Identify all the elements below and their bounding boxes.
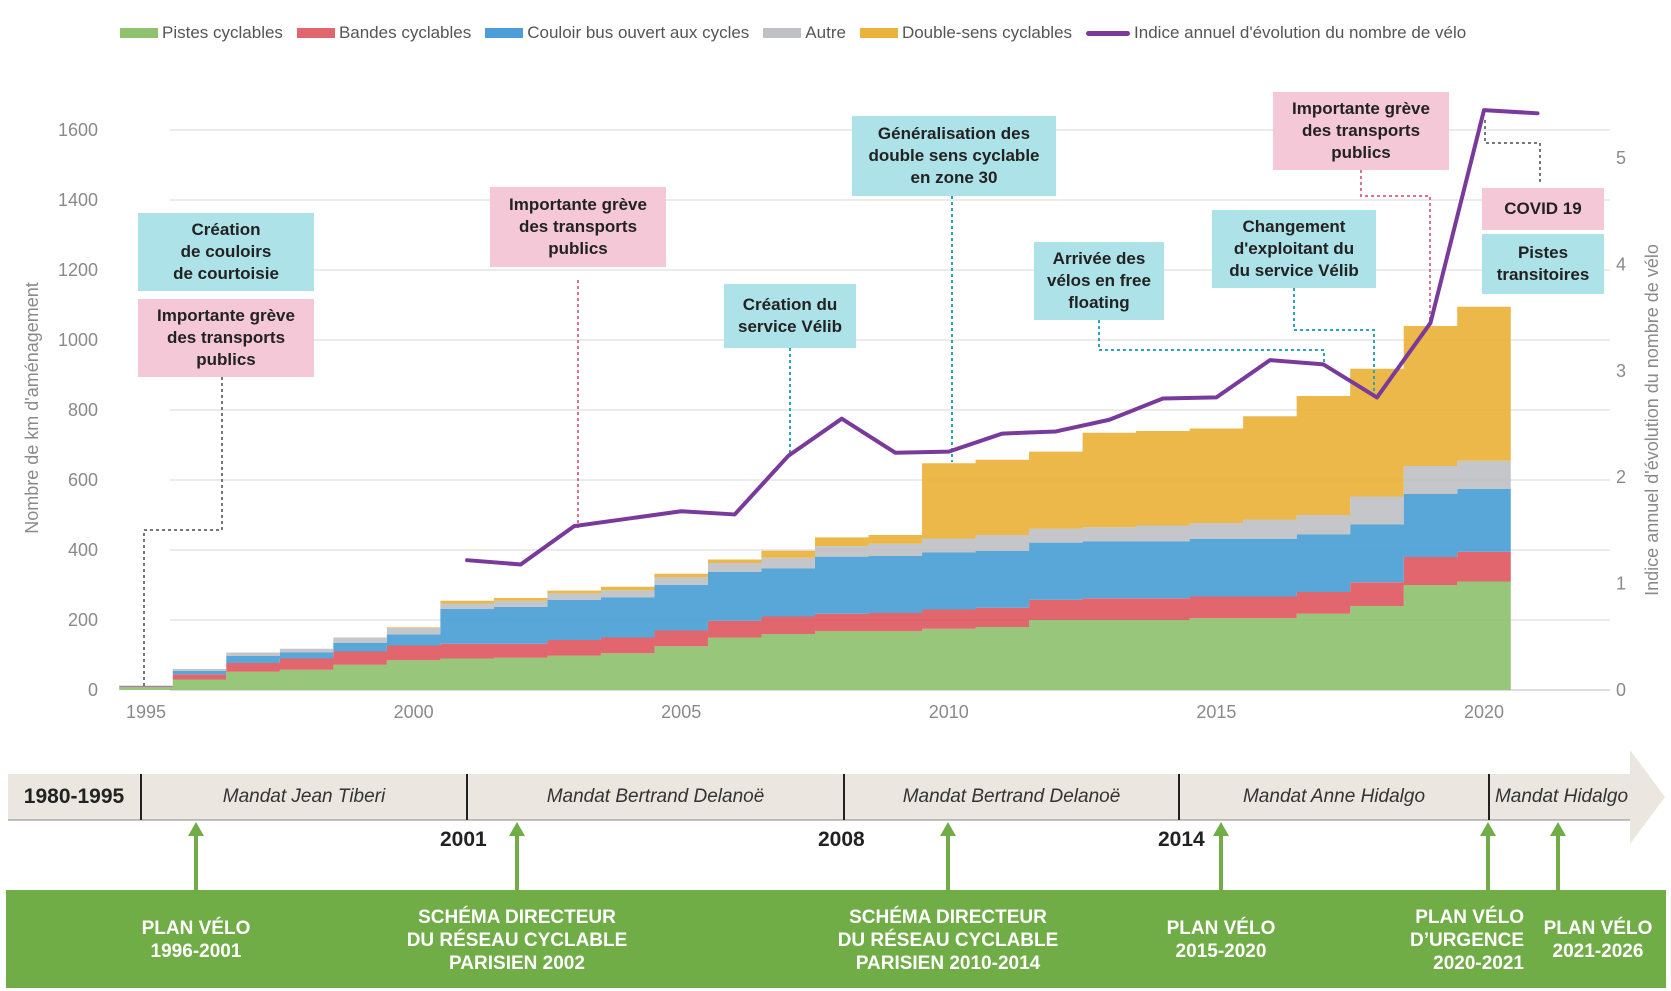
legend-item-pistes: Pistes cyclables [120,23,283,43]
legend-swatch-double [859,28,898,38]
y-tick-left-400: 400 [68,540,98,560]
y-tick-left-200: 200 [68,610,98,630]
y-tick-left-800: 800 [68,400,98,420]
annotation-greve-2003: Importante grève des transports publics [490,187,666,267]
plan-label-2015: PLAN VÉLO 2015-2020 [1166,918,1276,962]
legend-label-pistes: Pistes cyclables [162,23,283,42]
x-tick-2010: 2010 [929,702,969,722]
annotation-greve-1995: Importante grève des transports publics [138,299,314,377]
y-tick-left-1000: 1000 [58,330,98,350]
annotation-double-sens: Généralisation des double sens cyclable … [852,116,1056,196]
legend-swatch-autre [763,28,802,38]
x-tick-2000: 2000 [394,702,434,722]
y-tick-left-600: 600 [68,470,98,490]
legend-label-bandes: Bandes cyclables [338,23,472,42]
timeline-year-2008: 2008 [818,828,865,851]
legend-swatch-pistes [120,28,158,38]
plan-arrow-1996 [188,822,204,890]
mandate-delanoe-2: Mandat Bertrand Delanoë [902,786,1121,807]
area-double [119,306,1511,686]
annotation-leader-lines [143,120,1541,686]
timeline-year-2014: 2014 [1158,828,1205,851]
indice-line-layer [465,108,1540,567]
y-tick-right-1: 1 [1616,574,1626,594]
plan-band [6,890,1666,988]
plan-arrow-2002 [509,822,525,890]
legend-item-couloir: Couloir bus ouvert aux cycles [485,23,749,43]
axes: Nombre de km d'aménagement Indice annuel… [22,120,1662,722]
y-axis-left-title: Nombre de km d'aménagement [22,282,42,534]
legend-item-double: Double-sens cyclables [859,23,1073,43]
leader-greve-2019 [1360,170,1431,320]
mandate-hidalgo-2: Mandat Hidalgo [1494,786,1629,807]
y-tick-right-3: 3 [1616,361,1626,381]
plan-arrow-2010 [940,822,956,890]
legend-item-autre: Autre [763,23,846,43]
timeline-arrow [8,750,1665,844]
leader-free-floating [1098,320,1325,362]
plan-arrow-2015 [1213,822,1229,890]
y-tick-right-0: 0 [1616,680,1626,700]
area-pistes [119,581,1511,690]
plan-arrow-2021 [1550,822,1566,890]
annotation-greve-2019: Importante grève des transports publics [1273,92,1449,170]
plan-label-2020: PLAN VÉLO D’URGENCE 2020-2021 [1409,906,1524,974]
annotation-covid: COVID 19 [1482,188,1604,230]
annotation-pistes-transitoires: Pistes transitoires [1482,234,1604,294]
legend-label-autre: Autre [805,23,846,42]
mandate-tiberi: Mandat Jean Tiberi [222,786,386,807]
legend-label-indice: Indice annuel d'évolution du nombre de v… [1134,23,1467,42]
timeline-lead-label: 1980-1995 [23,785,125,808]
y-tick-right-4: 4 [1616,254,1626,274]
y-tick-left-1600: 1600 [58,120,98,140]
leader-changement [1293,288,1375,395]
area-couloir [119,488,1511,687]
legend-swatch-indice [1086,30,1131,36]
y-tick-left-1200: 1200 [58,260,98,280]
stacked-areas [119,306,1511,690]
plan-label-2002: SCHÉMA DIRECTEUR DU RÉSEAU CYCLABLE PARI… [406,906,628,974]
x-tick-2005: 2005 [661,702,701,722]
y-tick-left-0: 0 [88,680,98,700]
annotation-changement: Changement d'exploitant du du service Vé… [1212,210,1376,288]
legend-item-bandes: Bandes cyclables [296,23,472,43]
y-tick-right-5: 5 [1616,148,1626,168]
legend-swatch-couloir [485,28,524,38]
x-tick-2015: 2015 [1196,702,1236,722]
mandate-timeline [8,750,1665,844]
legend-item-indice: Indice annuel d'évolution du nombre de v… [1086,23,1466,43]
leader-courtoisie [143,377,223,686]
mandate-hidalgo-1: Mandat Anne Hidalgo [1242,786,1426,807]
x-tick-1995: 1995 [126,702,166,722]
annotation-courtoisie: Création de couloirs de courtoisie [138,213,314,291]
plan-label-2021: PLAN VÉLO 2021-2026 [1543,918,1653,962]
legend-swatch-bandes [296,28,335,38]
mandate-delanoe-1: Mandat Bertrand Delanoë [546,786,765,807]
annotation-free-floating: Arrivée des vélos en free floating [1034,242,1164,320]
legend-label-couloir: Couloir bus ouvert aux cycles [527,23,750,42]
legend-label-double: Double-sens cyclables [901,23,1073,42]
plan-label-2010: SCHÉMA DIRECTEUR DU RÉSEAU CYCLABLE PARI… [837,906,1059,974]
x-tick-2020: 2020 [1464,702,1504,722]
chart-legend: Pistes cyclables Bandes cyclables Couloi… [120,20,1466,46]
y-tick-left-1400: 1400 [58,190,98,210]
leader-covid [1484,120,1541,184]
plan-arrows [188,822,1566,890]
area-bandes [119,551,1511,688]
plan-label-1996: PLAN VÉLO 1996-2001 [141,918,251,962]
y-axis-right-title: Indice annuel d'évolution du nombre de v… [1642,244,1662,596]
plan-arrow-2020 [1480,822,1496,890]
timeline-year-2001: 2001 [440,828,487,851]
y-tick-right-2: 2 [1616,467,1626,487]
annotation-velib: Création du service Vélib [724,284,856,348]
